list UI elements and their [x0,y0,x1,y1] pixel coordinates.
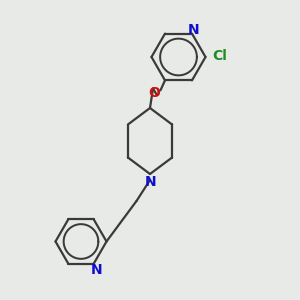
Text: Cl: Cl [212,50,227,63]
Text: N: N [145,176,156,189]
Text: N: N [188,23,199,37]
Text: N: N [91,262,103,277]
Text: O: O [148,86,160,100]
